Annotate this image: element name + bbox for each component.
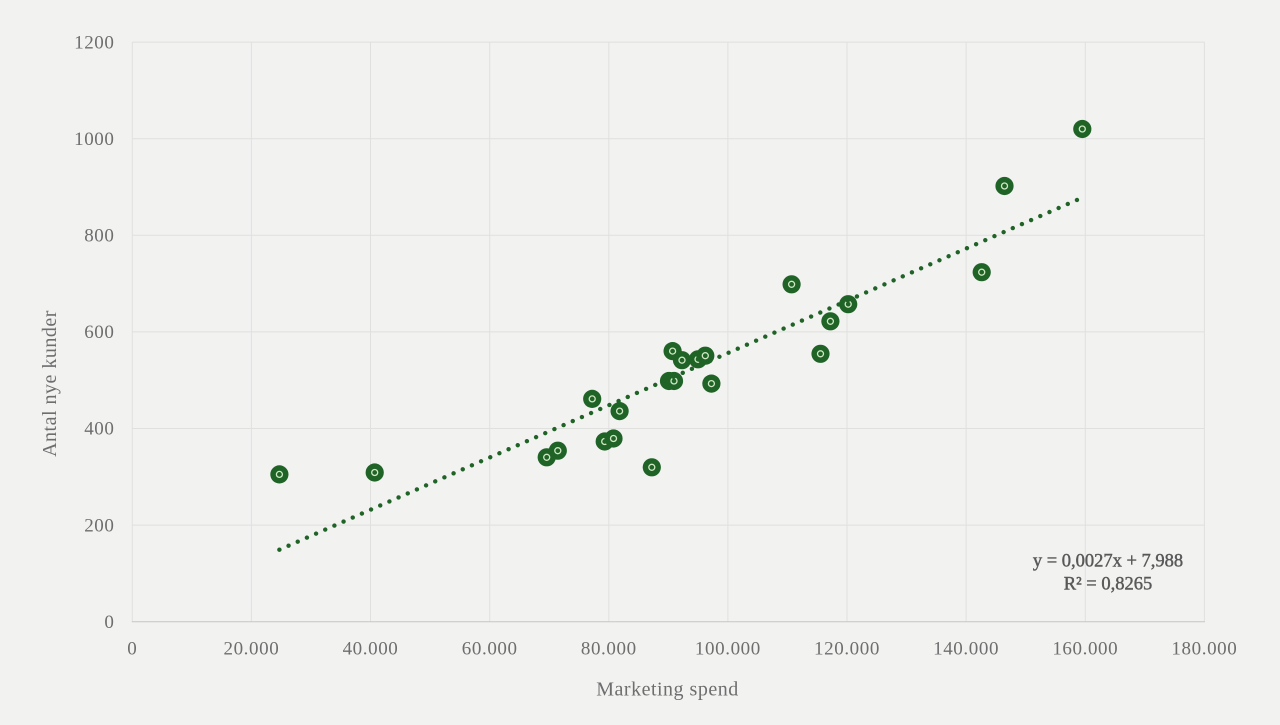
svg-text:80.000: 80.000 xyxy=(581,639,637,660)
svg-text:800: 800 xyxy=(84,226,114,247)
svg-text:40.000: 40.000 xyxy=(343,639,399,660)
svg-text:0: 0 xyxy=(104,612,114,633)
svg-text:160.000: 160.000 xyxy=(1052,639,1118,660)
svg-text:200: 200 xyxy=(84,515,114,536)
svg-text:400: 400 xyxy=(84,419,114,440)
svg-text:120.000: 120.000 xyxy=(814,639,880,660)
svg-text:100.000: 100.000 xyxy=(695,639,761,660)
svg-text:140.000: 140.000 xyxy=(933,639,999,660)
svg-text:1000: 1000 xyxy=(74,129,114,150)
svg-text:Antal nye kunder: Antal nye kunder xyxy=(39,310,61,457)
svg-text:60.000: 60.000 xyxy=(462,639,518,660)
svg-text:1200: 1200 xyxy=(74,32,114,53)
svg-text:20.000: 20.000 xyxy=(223,639,279,660)
svg-text:y = 0,0027x + 7,988: y = 0,0027x + 7,988 xyxy=(1033,552,1183,572)
svg-text:180.000: 180.000 xyxy=(1171,639,1237,660)
svg-text:0: 0 xyxy=(127,639,137,660)
svg-text:Marketing spend: Marketing spend xyxy=(596,679,738,701)
svg-text:600: 600 xyxy=(84,322,114,343)
svg-text:R² = 0,8265: R² = 0,8265 xyxy=(1064,575,1152,595)
